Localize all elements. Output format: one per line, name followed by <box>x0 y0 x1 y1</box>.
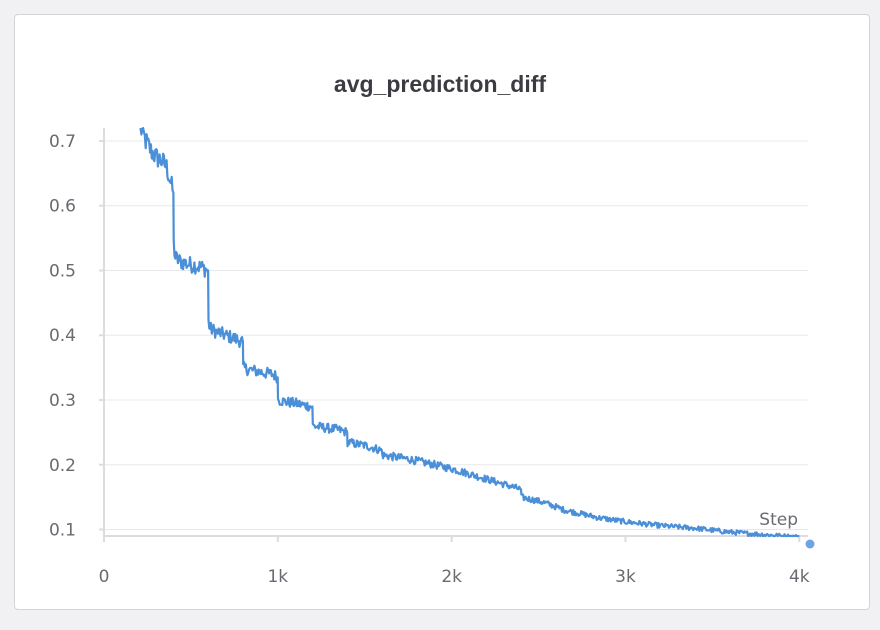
chart-title: avg_prediction_diff <box>333 71 547 97</box>
y-tick-label: 0.5 <box>49 261 76 281</box>
series-line[interactable] <box>139 126 800 538</box>
x-axis-ticks: 0 1k 2k 3k 4k <box>99 536 810 587</box>
y-tick-label: 0.7 <box>49 132 76 152</box>
x-axis-label: Step <box>759 510 798 530</box>
series-end-marker[interactable] <box>805 539 815 549</box>
y-tick-label: 0.1 <box>49 521 76 541</box>
y-tick-label: 0.6 <box>49 197 76 217</box>
x-tick-label: 0 <box>99 567 110 587</box>
x-tick-label: 2k <box>441 567 462 587</box>
y-axis-ticks: 0.1 0.2 0.3 0.4 0.5 0.6 0.7 <box>49 132 104 541</box>
grid-lines <box>104 140 808 531</box>
x-tick-label: 1k <box>267 567 288 587</box>
chart-panel <box>14 14 870 610</box>
y-tick-label: 0.4 <box>49 326 76 346</box>
y-tick-label: 0.3 <box>49 391 76 411</box>
x-tick-label: 4k <box>789 567 810 587</box>
x-tick-label: 3k <box>615 567 636 587</box>
y-tick-label: 0.2 <box>49 456 76 476</box>
